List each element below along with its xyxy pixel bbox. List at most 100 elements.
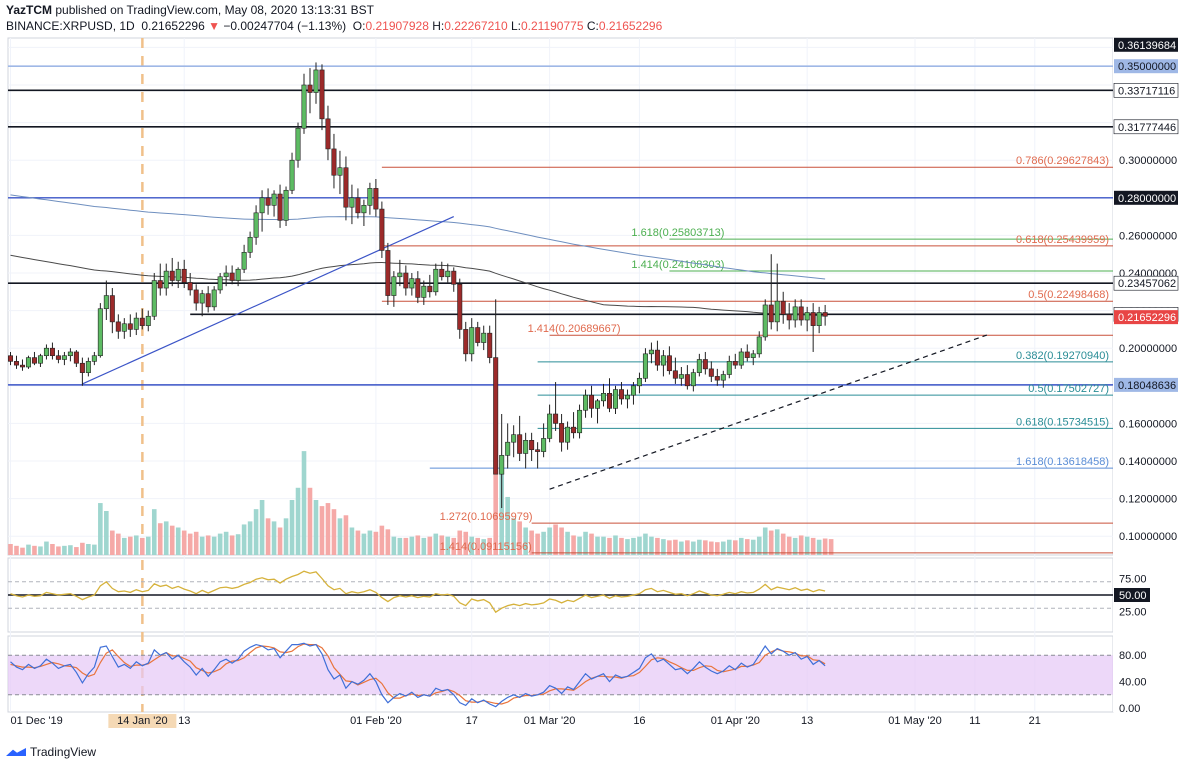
volume-bar — [307, 487, 313, 555]
volume-bar — [361, 533, 367, 555]
volume-bar — [74, 547, 79, 555]
candle-body — [289, 159, 295, 191]
volume-bar — [235, 534, 241, 555]
candle-body — [91, 355, 97, 362]
candle-body — [115, 321, 121, 332]
candle-body — [373, 188, 379, 210]
candle-body — [193, 289, 199, 304]
volume-bar — [337, 518, 343, 555]
volume-bar — [583, 531, 588, 555]
fib-level-label: 1.618(0.13618458) — [1016, 456, 1109, 468]
volume-bar — [553, 524, 558, 555]
rsi-line — [10, 570, 826, 614]
candle-body — [493, 357, 499, 475]
price-tick-label: 0.14000000 — [1119, 456, 1177, 468]
time-tick-label: 17 — [466, 715, 478, 727]
candle-body — [199, 293, 205, 304]
volume-bar — [439, 535, 445, 555]
volume-bar — [110, 530, 115, 555]
candle-body — [636, 377, 642, 387]
candle-body — [750, 353, 756, 358]
volume-bar — [116, 533, 121, 555]
volume-bar — [385, 529, 391, 555]
volume-bar — [547, 527, 552, 555]
candle-body — [85, 361, 91, 373]
volume-bar — [709, 541, 714, 555]
volume-bar — [175, 527, 181, 555]
candle-body — [589, 394, 595, 409]
volume-bar — [774, 529, 780, 555]
candle-body — [654, 349, 660, 366]
candle-body — [181, 268, 187, 283]
candle-body — [678, 374, 684, 379]
volume-bar — [721, 541, 726, 555]
candle-body — [139, 317, 145, 326]
trendline — [82, 216, 455, 385]
volume-bar — [62, 545, 67, 555]
volume-bar — [223, 531, 229, 555]
time-tick-label: 01 Feb '20 — [350, 715, 402, 727]
time-tick-label: 01 May '20 — [888, 715, 941, 727]
volume-bar — [169, 525, 175, 555]
candle-body — [277, 193, 283, 221]
price-label-box — [1114, 59, 1178, 74]
price-label: 0.36139684 — [1118, 40, 1176, 52]
candle-body — [253, 212, 259, 238]
price-label-box — [1113, 275, 1179, 291]
price-label: 0.31777446 — [1118, 122, 1176, 134]
volume-bar — [577, 536, 582, 555]
volume-bar — [727, 539, 732, 555]
candle-body — [265, 197, 271, 206]
candle-body — [798, 306, 804, 321]
volume-bar — [283, 518, 289, 555]
candle-body — [55, 355, 61, 360]
volume-bar — [607, 537, 612, 555]
candle-body — [481, 332, 487, 343]
candle-body — [780, 300, 786, 315]
volume-bar — [685, 540, 690, 555]
candle-body — [349, 197, 355, 208]
volume-bar — [86, 544, 91, 555]
price-label-box — [1114, 377, 1178, 392]
price-label: 0.33717116 — [1118, 85, 1175, 97]
volume-bar — [511, 518, 516, 555]
symbol-name: BINANCE:XRPUSD, 1D — [6, 19, 135, 33]
candle-body — [624, 394, 630, 400]
volume-bar — [804, 536, 810, 555]
candle-body — [595, 400, 601, 409]
candle-body — [606, 393, 612, 409]
volume-bar — [792, 537, 798, 555]
candle-body — [612, 389, 618, 409]
candle-body — [403, 272, 409, 289]
volume-bar — [349, 527, 355, 555]
fib-level-label: 0.618(0.25439959) — [1016, 234, 1109, 246]
volume-bar — [14, 545, 19, 555]
candle-body — [205, 293, 211, 308]
volume-bar — [26, 544, 31, 555]
volume-bar — [44, 541, 49, 555]
price-label: 0.21652296 — [1118, 312, 1176, 324]
price-tick-label: 0.26000000 — [1119, 230, 1177, 242]
price-label-box — [1113, 119, 1179, 135]
volume-bar — [8, 544, 13, 555]
open-label: O: — [352, 19, 366, 33]
author-name[interactable]: YazTCM — [6, 3, 53, 17]
candle-body — [756, 336, 762, 355]
volume-bar — [145, 536, 151, 555]
candle-body — [702, 359, 708, 370]
candle-body — [822, 312, 828, 317]
candle-body — [708, 368, 714, 377]
candle-body — [690, 372, 696, 387]
tradingview-brand[interactable]: TradingView — [30, 745, 97, 759]
time-tick-label: 01 Dec '19 — [11, 715, 63, 727]
candle-body — [163, 270, 169, 289]
candle-body — [25, 357, 31, 368]
volume-bar — [828, 539, 834, 555]
volume-bar — [265, 518, 271, 555]
volume-bar — [379, 525, 385, 555]
volume-bar — [271, 521, 277, 555]
volume-bar — [193, 531, 199, 555]
time-tick-label: 01 Apr '20 — [711, 715, 760, 727]
candle-body — [487, 332, 493, 358]
